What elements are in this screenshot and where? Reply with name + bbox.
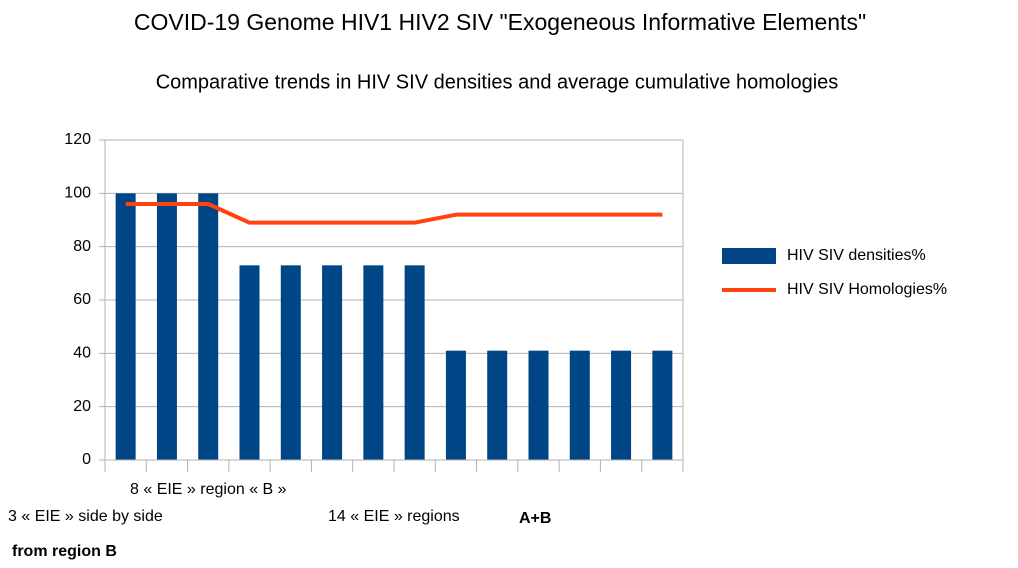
- y-tick-label: 0: [82, 451, 91, 468]
- bar: [611, 350, 632, 460]
- bar: [445, 350, 466, 460]
- chart-subtitle: Comparative trends in HIV SIV densities …: [156, 71, 839, 93]
- annotation: 8 « EIE » region « B »: [130, 481, 287, 498]
- annotation: A+B: [519, 510, 551, 527]
- annotation: 3 « EIE » side by side: [8, 508, 163, 525]
- legend-swatch: [722, 248, 776, 264]
- bar: [487, 350, 508, 460]
- bar: [280, 265, 301, 460]
- annotation: from region B: [12, 543, 117, 560]
- bar: [198, 193, 219, 461]
- bar: [115, 193, 136, 461]
- bar: [652, 350, 673, 460]
- bar: [363, 265, 384, 460]
- legend-label: HIV SIV Homologies%: [787, 281, 947, 298]
- y-tick-label: 60: [73, 291, 91, 308]
- bar: [156, 193, 177, 461]
- bar: [239, 265, 260, 460]
- bar: [569, 350, 590, 460]
- bar: [528, 350, 549, 460]
- y-tick-label: 120: [64, 131, 91, 148]
- bar: [404, 265, 425, 460]
- legend-label: HIV SIV densities%: [787, 247, 926, 264]
- line: [125, 202, 663, 225]
- y-tick-label: 100: [64, 185, 91, 202]
- bar: [322, 265, 343, 460]
- y-tick-label: 80: [73, 238, 91, 255]
- y-tick-label: 40: [73, 345, 91, 362]
- chart-title: COVID-19 Genome HIV1 HIV2 SIV "Exogeneou…: [134, 9, 866, 35]
- annotation: 14 « EIE » regions: [328, 508, 460, 525]
- y-tick-label: 20: [73, 398, 91, 415]
